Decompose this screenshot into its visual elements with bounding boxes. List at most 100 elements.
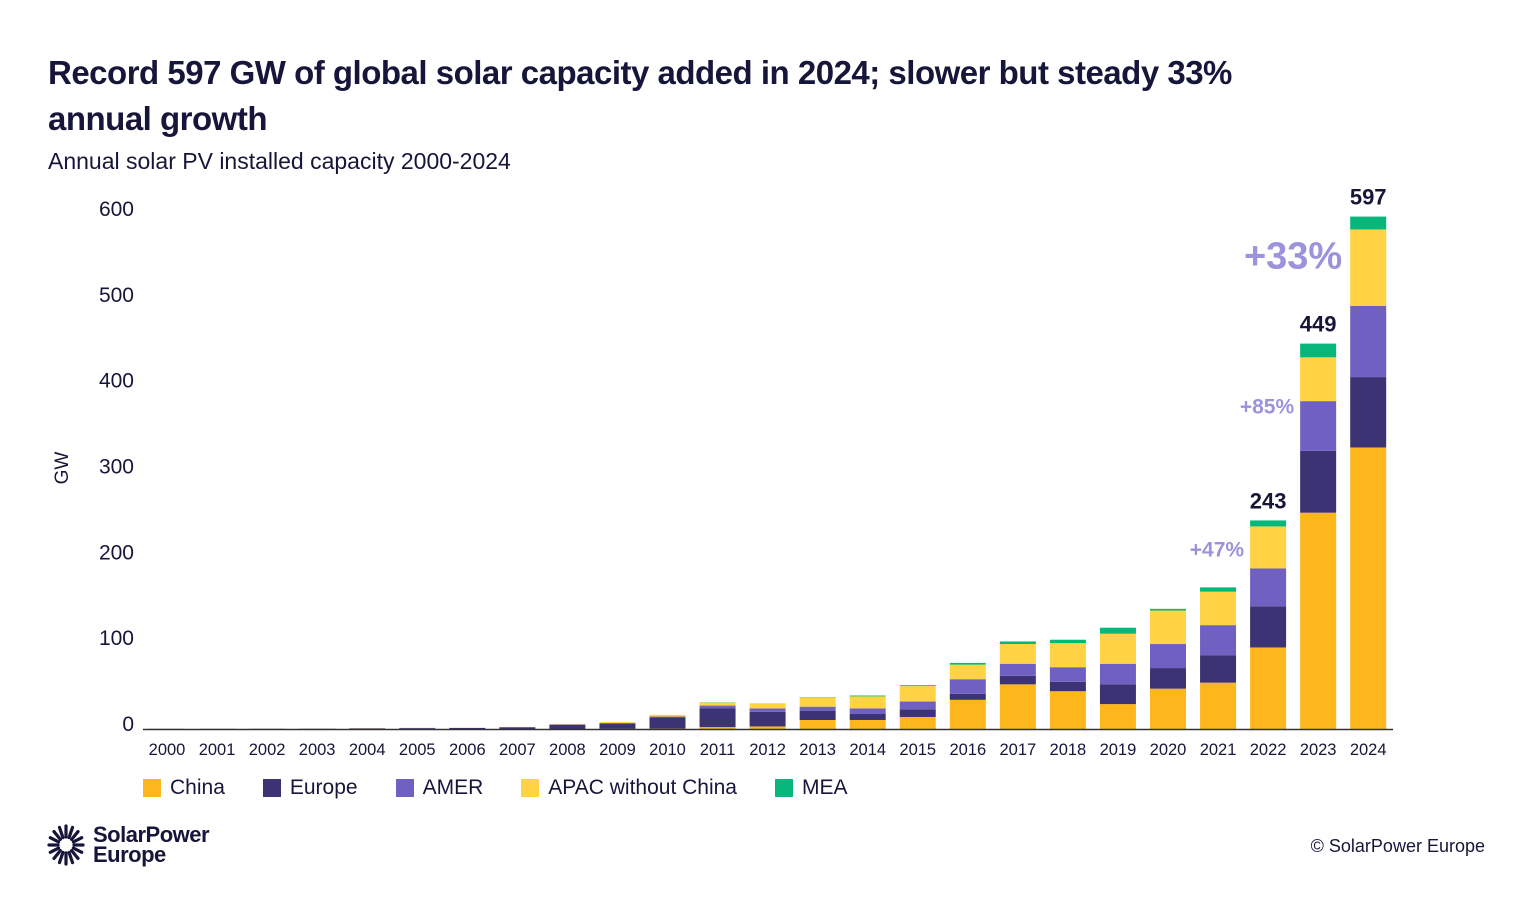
- x-tick-label: 2009: [599, 741, 636, 759]
- bar-segment-apac-without-china: [1250, 526, 1287, 569]
- bar-segment-china: [1300, 512, 1337, 729]
- y-tick-label: 0: [122, 713, 134, 736]
- bar-segment-mea: [1049, 639, 1086, 644]
- total-label: 243: [1250, 488, 1287, 513]
- bar-segment-amer: [949, 679, 986, 694]
- bar-segment-china: [799, 719, 836, 729]
- bar-segment-china: [1150, 688, 1186, 729]
- bar-segment-amer: [1150, 644, 1186, 669]
- chart-subtitle: Annual solar PV installed capacity 2000-…: [48, 148, 511, 174]
- bar-segment-mea: [1250, 520, 1287, 527]
- bar-segment-mea: [849, 695, 886, 697]
- bar-segment-amer: [1300, 401, 1337, 451]
- bar-segment-europe: [1099, 684, 1136, 705]
- bar-segment-amer: [999, 663, 1036, 676]
- x-tick-label: 2012: [749, 741, 786, 759]
- y-tick-label: 600: [99, 198, 134, 221]
- bar-segment-europe: [1150, 668, 1186, 689]
- bar-segment-apac-without-china: [1049, 643, 1086, 668]
- legend: China Europe AMER APAC without China MEA: [143, 776, 886, 800]
- bar-segment-china: [699, 727, 736, 729]
- bar-segment-amer: [1250, 568, 1287, 607]
- growth-annotation: +85%: [1240, 396, 1295, 419]
- x-tick-label: 2011: [700, 741, 735, 759]
- bar-segment-mea: [1200, 587, 1237, 592]
- bar-segment-amer: [599, 722, 636, 724]
- bar-segment-china: [749, 726, 786, 729]
- bar-segment-mea: [1099, 627, 1136, 634]
- bar-segment-amer: [799, 706, 836, 711]
- x-tick-label: 2015: [899, 741, 936, 759]
- x-tick-label: 2018: [1050, 741, 1087, 759]
- bar-segment-apac-without-china: [799, 697, 836, 707]
- x-tick-label: 2002: [249, 741, 286, 759]
- legend-label: Europe: [289, 776, 358, 799]
- bar-segment-mea: [1350, 216, 1387, 230]
- x-tick-label: 2019: [1100, 741, 1137, 759]
- bar-segment-apac-without-china: [549, 723, 586, 725]
- x-tick-label: 2007: [499, 741, 536, 759]
- legend-item: Europe: [262, 776, 358, 800]
- bar-segment-europe: [399, 728, 436, 729]
- growth-annotation: +33%: [1244, 236, 1342, 278]
- legend-label: MEA: [801, 776, 848, 799]
- bar-segment-europe: [349, 728, 386, 729]
- growth-annotation: +47%: [1190, 538, 1245, 561]
- x-tick-label: 2001: [199, 741, 236, 759]
- bar-segment-europe: [849, 713, 886, 720]
- bar-segment-apac-without-china: [999, 644, 1036, 664]
- bar-segment-mea: [949, 662, 986, 665]
- bar-segment-europe: [1350, 377, 1387, 448]
- x-tick-label: 2003: [299, 741, 336, 759]
- y-tick-label: 300: [99, 456, 134, 479]
- bar-segment-apac-without-china: [949, 664, 986, 680]
- bar-segment-amer: [1200, 625, 1237, 656]
- bar-segment-apac-without-china: [699, 702, 736, 706]
- bar-segment-europe: [499, 727, 536, 729]
- logo-line-2: Europe: [93, 842, 166, 867]
- bar-segment-china: [899, 716, 936, 729]
- bar-segment-apac-without-china: [749, 703, 786, 709]
- bar-segment-china: [1200, 682, 1237, 729]
- bar-segment-amer: [699, 705, 736, 709]
- bar-segment-europe: [1300, 450, 1337, 513]
- bar-segment-apac-without-china: [899, 686, 936, 702]
- bar-segment-apac-without-china: [849, 696, 886, 709]
- bar-segment-europe: [549, 724, 586, 729]
- legend-item: MEA: [774, 776, 848, 800]
- bar-segment-europe: [949, 693, 986, 700]
- bar-segment-europe: [799, 710, 836, 720]
- x-tick-label: 2021: [1200, 741, 1237, 759]
- x-tick-label: 2020: [1150, 741, 1187, 759]
- x-tick-label: 2024: [1350, 741, 1387, 759]
- bar-segment-europe: [1250, 606, 1287, 648]
- x-tick-label: 2017: [999, 741, 1036, 759]
- bar-segment-china: [1250, 647, 1287, 729]
- bar-segment-europe: [1200, 655, 1237, 683]
- bar-segment-europe: [899, 709, 936, 717]
- bar-segment-europe: [1049, 681, 1086, 692]
- x-tick-label: 2006: [449, 741, 486, 759]
- legend-label: APAC without China: [548, 776, 737, 799]
- bar-segment-europe: [449, 727, 486, 729]
- bar-segment-apac-without-china: [1150, 610, 1186, 645]
- x-tick-label: 2022: [1250, 741, 1287, 759]
- bar-segment-apac-without-china: [599, 722, 636, 723]
- bar-segment-china: [849, 719, 886, 729]
- bar-segment-china: [1099, 704, 1136, 729]
- bar-segment-europe: [649, 717, 686, 729]
- bar-segment-europe: [599, 723, 636, 729]
- bar-segment-europe: [749, 711, 786, 727]
- y-axis-label: GW: [52, 452, 73, 485]
- sun-icon: [47, 824, 85, 866]
- bar-segment-china: [999, 684, 1036, 729]
- legend-swatch: [521, 779, 540, 797]
- legend-swatch: [774, 779, 793, 797]
- bar-segment-amer: [1099, 663, 1136, 685]
- bar-segment-china: [949, 699, 986, 729]
- y-tick-label: 500: [99, 284, 134, 307]
- chart-title: Record 597 GW of global solar capacity a…: [48, 54, 1232, 137]
- bar-segment-apac-without-china: [1350, 229, 1387, 306]
- legend-item: China: [143, 776, 225, 800]
- x-tick-label: 2005: [399, 741, 436, 759]
